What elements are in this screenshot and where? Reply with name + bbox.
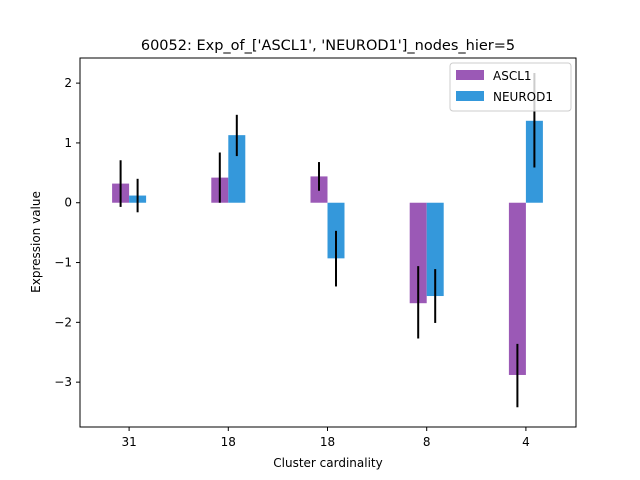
- x-tick-label: 18: [221, 435, 236, 449]
- legend-swatch-ascl1: [456, 70, 484, 80]
- y-axis-label: Expression value: [29, 191, 43, 293]
- legend-label-neurod1: NEUROD1: [493, 90, 553, 104]
- bar-neurod1: [426, 202, 444, 297]
- legend-swatch-neurod1: [456, 91, 484, 101]
- x-tick-label: 31: [121, 435, 136, 449]
- x-tick-label: 8: [423, 435, 431, 449]
- x-tick-label: 18: [320, 435, 335, 449]
- x-axis-ticks: 31 18 18 8 4: [121, 427, 530, 449]
- y-tick-label: −3: [54, 375, 72, 389]
- bar-neurod1: [327, 202, 345, 259]
- legend-label-ascl1: ASCL1: [493, 69, 532, 83]
- y-tick-label: 1: [64, 136, 72, 150]
- chart-title: 60052: Exp_of_['ASCL1', 'NEUROD1']_nodes…: [141, 38, 515, 54]
- axes-frame: [79, 57, 577, 428]
- bar-neurod1: [228, 135, 246, 203]
- y-tick-label: 2: [64, 76, 72, 90]
- legend: ASCL1 NEUROD1: [449, 62, 572, 112]
- bar-ascl1: [409, 202, 427, 304]
- x-tick-label: 4: [522, 435, 530, 449]
- x-axis-label: Cluster cardinality: [273, 456, 382, 470]
- bar-ascl1: [508, 202, 526, 375]
- y-tick-label: −2: [54, 315, 72, 329]
- y-tick-label: −1: [54, 256, 72, 270]
- plot-area: [112, 72, 543, 408]
- y-tick-label: 0: [64, 196, 72, 210]
- y-axis-ticks: −3 −2 −1 0 1 2: [54, 76, 80, 389]
